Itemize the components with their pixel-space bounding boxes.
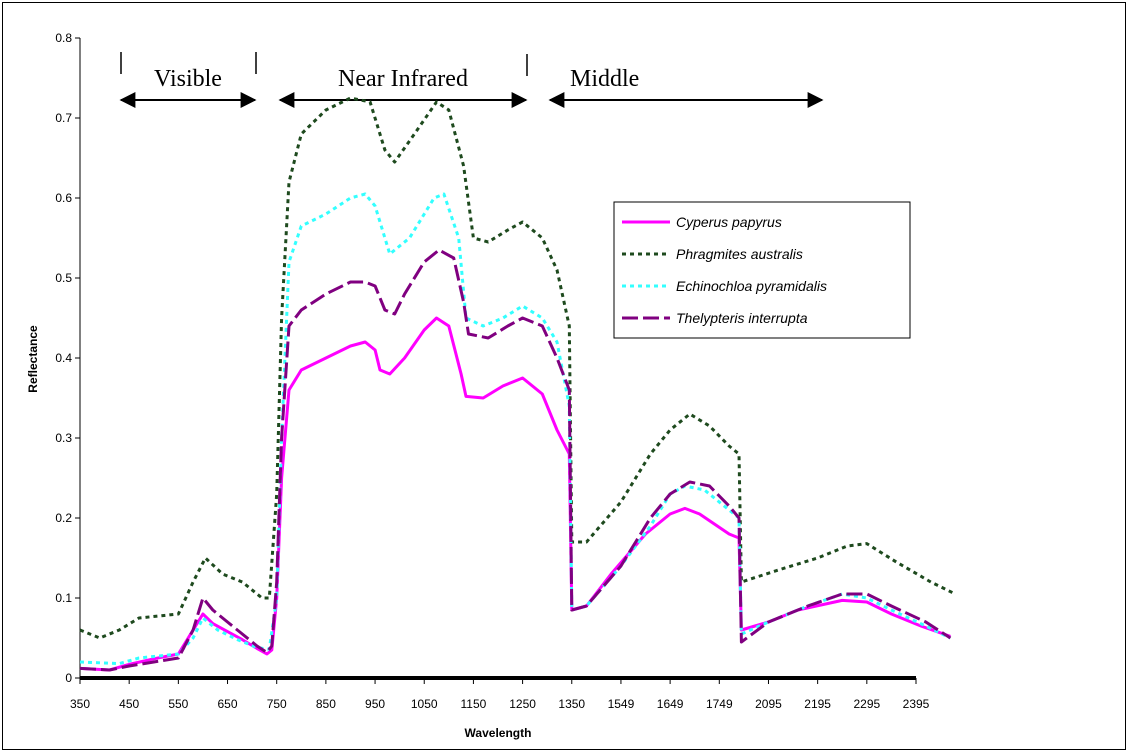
x-tick-label: 1549 [608, 697, 635, 711]
x-tick-label: 750 [267, 697, 287, 711]
x-tick-label: 850 [316, 697, 336, 711]
legend-label: Cyperus papyrus [676, 214, 782, 230]
x-tick-label: 1050 [411, 697, 438, 711]
x-tick-label: 350 [70, 697, 90, 711]
x-tick-label: 1250 [509, 697, 536, 711]
y-ticks: 0 0.1 0.2 0.3 0.4 0.5 0.6 0.7 0.8 [55, 31, 80, 685]
y-axis-title: Reflectance [26, 325, 40, 393]
region-label: Middle [570, 66, 639, 92]
x-tick-label: 650 [218, 697, 238, 711]
y-tick-label: 0.3 [55, 431, 72, 445]
y-tick-label: 0 [65, 671, 72, 685]
y-tick-label: 0.4 [55, 351, 72, 365]
series-line [79, 248, 952, 672]
x-tick-label: 450 [119, 697, 139, 711]
series-group [79, 96, 956, 672]
x-tick-label: 2095 [755, 697, 782, 711]
legend-label: Phragmites australis [676, 246, 803, 262]
region-label: Visible [154, 66, 222, 92]
x-tick-label: 1350 [558, 697, 585, 711]
axes [79, 38, 916, 680]
y-tick-label: 0.1 [55, 591, 72, 605]
x-tick-label: 950 [365, 697, 385, 711]
x-ticks: 350 450 550 650 750 850 950 1050 1150 1250 1350 154… [70, 678, 930, 711]
series-line [79, 316, 951, 672]
x-tick-label: 1649 [657, 697, 684, 711]
y-tick-label: 0.6 [55, 191, 72, 205]
y-tick-label: 0.5 [55, 271, 72, 285]
legend-box [613, 201, 911, 339]
x-tick-label: 2195 [804, 697, 831, 711]
y-tick-label: 0.8 [55, 31, 72, 45]
x-tick-label: 1749 [706, 697, 733, 711]
y-tick-label: 0.2 [55, 511, 72, 525]
x-tick-label: 1150 [461, 697, 487, 711]
x-tick-label: 2395 [903, 697, 930, 711]
x-tick-label: 550 [168, 697, 188, 711]
y-tick-label: 0.7 [55, 111, 72, 125]
region-markers: Visible Near Infrared Middle [119, 52, 824, 108]
legend: Cyperus papyrus Phragmites australis Echin… [613, 201, 911, 339]
legend-label: Thelypteris interrupta [676, 310, 808, 326]
x-tick-label: 2295 [853, 697, 880, 711]
series-line [79, 96, 956, 640]
legend-label: Echinochloa pyramidalis [676, 278, 827, 294]
x-axis-title: Wavelength [465, 726, 532, 740]
region-label: Near Infrared [338, 66, 468, 92]
